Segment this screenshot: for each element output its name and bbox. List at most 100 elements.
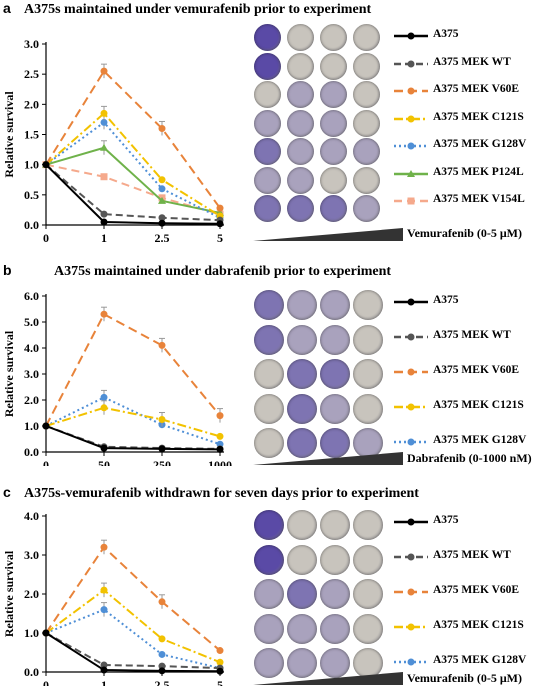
series-line xyxy=(45,632,221,670)
legend-item: A375 MEK G128V xyxy=(393,137,543,157)
well-plate xyxy=(254,109,281,137)
data-point xyxy=(158,219,166,227)
panel-title: A375s-vemurafenib withdrawn for seven da… xyxy=(24,486,419,501)
legend-swatch xyxy=(394,87,428,95)
well-plate xyxy=(353,138,380,165)
series-line xyxy=(45,545,221,652)
legend-label: A375 MEK WT xyxy=(433,549,511,561)
legend-label: A375 xyxy=(433,28,459,40)
x-tick-label: 1000 xyxy=(208,458,232,466)
data-point xyxy=(158,341,166,349)
well-plate xyxy=(320,510,350,540)
legend-swatch xyxy=(394,623,428,631)
legend-swatch xyxy=(394,60,428,67)
y-tick-label: 2.0 xyxy=(24,97,39,111)
panel-b: b A375s maintained under dabrafenib prio… xyxy=(0,262,543,472)
well-plate xyxy=(287,359,317,389)
legend-marker xyxy=(407,623,415,631)
legend-item: A375 MEK G128V xyxy=(393,653,543,673)
legend-item: A375 xyxy=(393,27,543,47)
data-point xyxy=(42,629,50,637)
legend-label: A375 MEK C121S xyxy=(433,110,524,123)
legend-label: A375 MEK G128V xyxy=(433,654,527,666)
legend-marker xyxy=(407,658,415,666)
well-plate xyxy=(254,24,281,51)
data-point xyxy=(100,143,108,151)
panel-a: a A375s maintained under vemurafenib pri… xyxy=(0,0,543,250)
x-tick-label: 50 xyxy=(98,458,110,466)
legend-label: A375 MEK V60E xyxy=(433,83,520,95)
y-tick-label: 6.0 xyxy=(24,289,39,303)
well-plate xyxy=(353,579,383,609)
legend-swatch xyxy=(394,32,428,40)
panel-label: c xyxy=(3,484,11,500)
data-point xyxy=(100,118,108,126)
data-point xyxy=(100,444,108,452)
concentration-wedge xyxy=(253,452,403,465)
well-plate xyxy=(287,138,314,165)
data-point xyxy=(100,173,108,181)
well-plate xyxy=(353,166,380,194)
panel-c: c A375s-vemurafenib withdrawn for seven … xyxy=(0,484,543,689)
data-point xyxy=(158,667,166,675)
concentration-wedge xyxy=(253,672,403,685)
data-point xyxy=(158,185,166,193)
well-plate xyxy=(320,428,350,458)
data-point xyxy=(216,412,224,420)
legend-label: A375 MEK WT xyxy=(433,329,511,341)
data-point xyxy=(158,598,166,606)
well-plate xyxy=(287,109,314,137)
x-tick-label: 5 xyxy=(217,231,223,245)
well-plate xyxy=(353,428,383,458)
legend-marker xyxy=(407,32,415,40)
legend-swatch xyxy=(394,368,428,376)
data-point xyxy=(100,661,108,669)
well-plate xyxy=(287,324,317,355)
legend-label: A375 MEK G128V xyxy=(433,434,527,446)
series-line xyxy=(45,632,221,673)
data-point xyxy=(158,416,166,423)
series-line xyxy=(45,163,221,225)
well-plate xyxy=(254,359,284,389)
y-tick-label: 0.0 xyxy=(24,665,39,679)
well-plate xyxy=(353,613,383,644)
concentration-wedge xyxy=(253,228,403,241)
well-plate xyxy=(287,52,314,80)
x-tick-label: 0 xyxy=(43,231,49,245)
legend-item: A375 xyxy=(393,513,543,533)
legend-item: A375 MEK V60E xyxy=(393,583,543,603)
data-point xyxy=(42,161,50,169)
data-point xyxy=(158,650,166,658)
well-plate xyxy=(287,393,317,424)
panel-label: a xyxy=(3,0,11,16)
series-line xyxy=(45,588,221,664)
legend-item: A375 MEK V60E xyxy=(393,82,543,102)
legend-marker xyxy=(407,197,415,205)
x-tick-label: 0 xyxy=(43,458,49,466)
well-plate xyxy=(320,544,350,575)
legend-swatch xyxy=(394,518,428,526)
well-plate xyxy=(287,81,314,108)
well-plate xyxy=(320,648,350,678)
drug-label: Vemurafenib (0-5 μM) xyxy=(407,226,523,240)
legend-marker xyxy=(407,518,415,526)
panel-title: A375s maintained under vemurafenib prior… xyxy=(24,2,372,17)
data-point xyxy=(158,445,166,453)
series-line xyxy=(45,121,221,219)
data-point xyxy=(216,658,224,666)
legend-item: A375 MEK P124L xyxy=(393,165,543,185)
well-plate xyxy=(353,359,383,389)
legend-item: A375 MEK C121S xyxy=(393,110,543,130)
well-plate xyxy=(320,138,347,165)
series-line xyxy=(45,163,221,216)
well-plate xyxy=(320,24,347,51)
well-plate xyxy=(287,544,317,575)
legend-label: A375 MEK C121S xyxy=(433,399,524,411)
data-point xyxy=(158,124,166,132)
data-point xyxy=(42,422,50,430)
well-plate xyxy=(254,290,284,320)
legend-marker xyxy=(407,60,415,67)
series-line xyxy=(45,163,221,222)
well-plate xyxy=(353,393,383,424)
well-plate xyxy=(254,648,284,678)
